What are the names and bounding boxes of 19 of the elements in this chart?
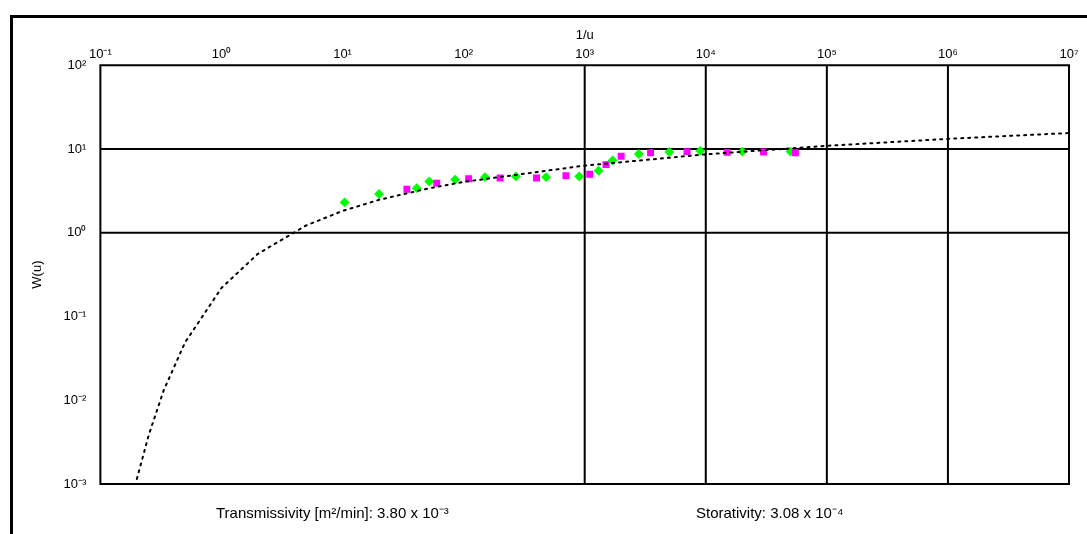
x-tick-label: 10⁶	[938, 45, 958, 61]
y-tick-label: 10²	[67, 56, 88, 72]
x-tick-label: 10⁵	[816, 45, 837, 61]
y-tick-label: 10⁻³	[63, 475, 88, 491]
y-axis-title: W(u)	[29, 260, 45, 289]
x-tick-label: 10³	[575, 45, 595, 61]
text: Transmissivity [m²/min]: 3.80 x 10⁻³	[216, 504, 449, 522]
x-axis-title: 1/u	[575, 27, 594, 43]
x-tick-label: 10⁷	[1059, 45, 1079, 61]
x-tick-label: 10⁰	[211, 45, 232, 61]
text: Storativity: 3.08 x 10⁻⁴	[696, 504, 844, 522]
x-tick-label: 10²	[454, 45, 474, 61]
y-tick-label: 10¹	[67, 140, 88, 156]
y-tick-label: 10⁻¹	[63, 308, 88, 324]
x-tick-label: 10⁴	[695, 45, 716, 61]
x-tick-label: 10⁻¹	[88, 45, 113, 61]
x-tick-label: 10¹	[333, 45, 353, 61]
y-tick-label: 10⁰	[66, 224, 87, 240]
y-tick-label: 10⁻²	[63, 391, 88, 407]
